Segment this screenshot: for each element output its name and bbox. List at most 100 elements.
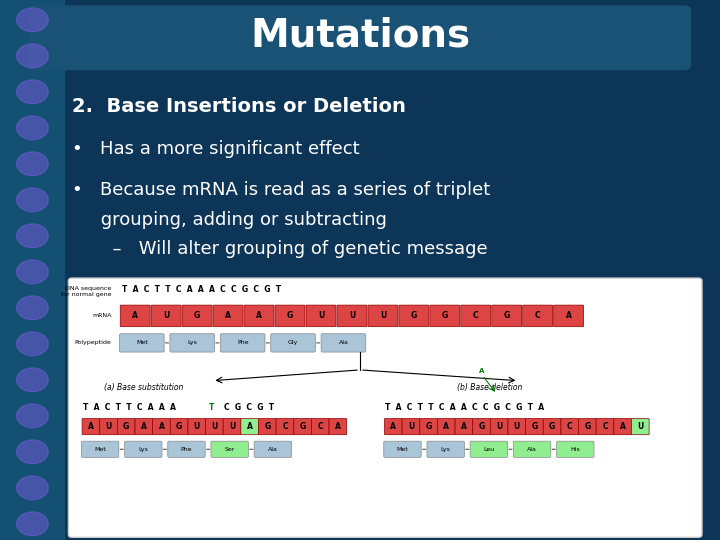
FancyBboxPatch shape <box>614 418 631 435</box>
FancyBboxPatch shape <box>337 305 367 327</box>
Text: U: U <box>194 422 200 431</box>
Text: mRNA: mRNA <box>92 313 112 319</box>
Text: G: G <box>549 422 555 431</box>
FancyBboxPatch shape <box>188 418 206 435</box>
FancyBboxPatch shape <box>561 418 579 435</box>
FancyBboxPatch shape <box>29 5 691 70</box>
Text: Phe: Phe <box>181 447 192 452</box>
FancyBboxPatch shape <box>151 305 181 327</box>
Text: T  A  C  T  T  C  A  A  C  C  G  C  G  T  A: T A C T T C A A C C G C G T A <box>385 403 544 412</box>
FancyBboxPatch shape <box>82 418 100 435</box>
Text: G: G <box>287 312 293 320</box>
FancyBboxPatch shape <box>490 418 508 435</box>
Text: G: G <box>300 422 306 431</box>
FancyBboxPatch shape <box>311 418 329 435</box>
Text: U: U <box>379 312 386 320</box>
Text: Met: Met <box>94 447 106 452</box>
Text: G: G <box>264 422 271 431</box>
FancyBboxPatch shape <box>557 441 594 457</box>
Circle shape <box>17 296 48 320</box>
FancyBboxPatch shape <box>384 441 421 457</box>
Text: A: A <box>141 422 147 431</box>
FancyBboxPatch shape <box>117 418 135 435</box>
Text: G: G <box>584 422 590 431</box>
Circle shape <box>17 80 48 104</box>
Text: U: U <box>408 422 414 431</box>
FancyBboxPatch shape <box>427 441 464 457</box>
Text: A: A <box>444 422 449 431</box>
Text: T  A  C  T  T  C  A  A  A  C  C  G  C  G  T: T A C T T C A A A C C G C G T <box>122 286 282 294</box>
Text: (b) Base deletion: (b) Base deletion <box>457 383 522 393</box>
Text: A: A <box>479 368 484 374</box>
Circle shape <box>17 440 48 464</box>
FancyBboxPatch shape <box>384 418 402 435</box>
Text: U: U <box>637 422 644 431</box>
Text: A: A <box>461 422 467 431</box>
Circle shape <box>17 260 48 284</box>
Circle shape <box>17 44 48 68</box>
FancyBboxPatch shape <box>402 418 420 435</box>
Text: U: U <box>229 422 235 431</box>
Circle shape <box>17 8 48 32</box>
FancyBboxPatch shape <box>473 418 490 435</box>
Text: C: C <box>282 422 288 431</box>
Text: G: G <box>426 422 432 431</box>
Text: A: A <box>225 312 231 320</box>
FancyBboxPatch shape <box>631 418 649 435</box>
Text: C: C <box>318 422 323 431</box>
FancyBboxPatch shape <box>470 441 508 457</box>
Text: Ala: Ala <box>527 447 537 452</box>
FancyBboxPatch shape <box>544 418 561 435</box>
Text: G: G <box>441 312 448 320</box>
Text: 2.  Base Insertions or Deletion: 2. Base Insertions or Deletion <box>72 97 406 116</box>
Text: U: U <box>105 422 112 431</box>
Text: G: G <box>123 422 130 431</box>
FancyBboxPatch shape <box>321 334 366 352</box>
Text: A: A <box>256 312 262 320</box>
FancyBboxPatch shape <box>125 441 162 457</box>
Text: U: U <box>318 312 324 320</box>
Text: Mutations: Mutations <box>250 16 470 54</box>
Text: Met: Met <box>136 340 148 346</box>
FancyBboxPatch shape <box>329 418 347 435</box>
FancyBboxPatch shape <box>240 418 258 435</box>
FancyBboxPatch shape <box>306 305 336 327</box>
Text: A: A <box>158 422 164 431</box>
Text: T  A  C  T  T  C  A  A  A: T A C T T C A A A <box>83 403 176 412</box>
FancyBboxPatch shape <box>513 441 551 457</box>
Text: C: C <box>602 422 608 431</box>
FancyBboxPatch shape <box>135 418 153 435</box>
Circle shape <box>17 224 48 248</box>
Circle shape <box>17 404 48 428</box>
FancyBboxPatch shape <box>99 418 117 435</box>
FancyBboxPatch shape <box>182 305 212 327</box>
FancyBboxPatch shape <box>120 305 150 327</box>
Text: Lys: Lys <box>187 340 197 346</box>
FancyBboxPatch shape <box>368 305 398 327</box>
Circle shape <box>17 368 48 392</box>
Circle shape <box>17 476 48 500</box>
Text: A: A <box>88 422 94 431</box>
FancyBboxPatch shape <box>153 418 171 435</box>
FancyBboxPatch shape <box>211 441 248 457</box>
FancyBboxPatch shape <box>523 305 553 327</box>
FancyBboxPatch shape <box>420 418 438 435</box>
Circle shape <box>17 512 48 536</box>
FancyBboxPatch shape <box>430 305 460 327</box>
Text: His: His <box>570 447 580 452</box>
Text: U: U <box>211 422 217 431</box>
FancyBboxPatch shape <box>170 334 215 352</box>
Text: G: G <box>503 312 510 320</box>
FancyBboxPatch shape <box>399 305 429 327</box>
Text: T: T <box>209 403 215 412</box>
Text: grouping, adding or subtracting: grouping, adding or subtracting <box>72 211 387 228</box>
Text: U: U <box>348 312 355 320</box>
Text: (a) Base substitution: (a) Base substitution <box>104 383 184 393</box>
FancyBboxPatch shape <box>120 334 164 352</box>
Circle shape <box>17 152 48 176</box>
FancyBboxPatch shape <box>596 418 614 435</box>
Text: C  G  C  G  T: C G C G T <box>223 403 274 412</box>
FancyBboxPatch shape <box>271 334 315 352</box>
Text: U: U <box>496 422 503 431</box>
Text: G: G <box>176 422 182 431</box>
